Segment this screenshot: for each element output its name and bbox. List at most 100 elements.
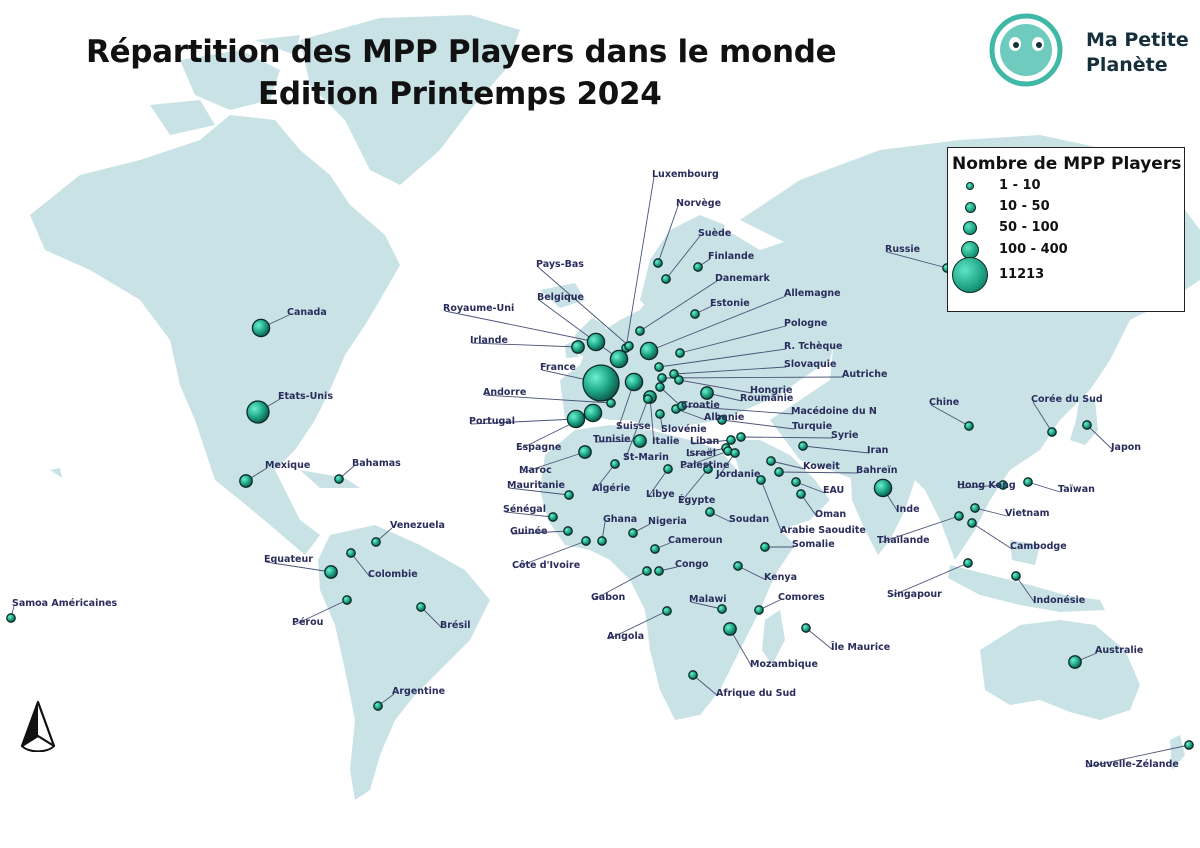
marker-perou <box>342 595 352 605</box>
marker-allemagne <box>639 341 659 361</box>
north-america-shape <box>30 115 400 555</box>
marker-finlande <box>693 262 703 272</box>
marker-egypte <box>703 464 713 474</box>
marker-coree-du-sud <box>1047 427 1057 437</box>
leader-line-bresil <box>420 606 443 629</box>
country-label-russie: Russie <box>885 244 920 255</box>
marker-samoa-americaines <box>6 613 16 623</box>
marker-comores <box>754 605 764 615</box>
leader-line-st-marin <box>624 398 649 461</box>
marker-canada <box>251 318 271 338</box>
legend-label: 100 - 400 <box>999 242 1068 257</box>
leader-line-royaume-uni <box>444 310 597 343</box>
leader-line-vietnam <box>974 507 1008 517</box>
marker-r-tcheque <box>654 362 664 372</box>
leader-line-italie <box>649 396 655 445</box>
country-label-iran: Iran <box>867 445 889 456</box>
marker-congo <box>654 566 664 576</box>
leader-line-japon <box>1086 424 1114 451</box>
country-label-equateur: Equateur <box>264 554 313 565</box>
leader-line-syrie <box>740 436 834 439</box>
country-label-taiwan: Taïwan <box>1058 484 1095 495</box>
country-label-congo: Congo <box>675 559 709 570</box>
indonesia-shape <box>948 540 1105 612</box>
marker-france <box>582 364 620 402</box>
marker-jordanie <box>730 448 740 458</box>
marker-iran <box>798 441 808 451</box>
legend-label: 10 - 50 <box>999 199 1050 214</box>
country-label-israel: Israël <box>686 448 716 459</box>
country-label-r-tcheque: R. Tchèque <box>784 341 842 352</box>
marker-kenya <box>733 561 743 571</box>
country-label-danemark: Danemark <box>715 273 770 284</box>
country-label-oman: Oman <box>815 509 846 520</box>
marker-equateur <box>324 565 338 579</box>
country-label-thailande: Thaïlande <box>877 535 930 546</box>
country-label-liban: Liban <box>690 436 720 447</box>
leader-line-albanie <box>675 408 707 421</box>
marker-portugal <box>566 409 586 429</box>
leader-line-maroc <box>520 451 586 474</box>
marker-taiwan <box>1023 477 1033 487</box>
country-label-pays-bas: Pays-Bas <box>536 259 584 270</box>
legend: Nombre de MPP Players 1 - 10 10 - 50 50 - … <box>947 147 1185 312</box>
marker-ghana <box>597 536 607 546</box>
madagascar-shape <box>762 610 785 665</box>
country-label-indonesie: Indonésie <box>1033 595 1085 606</box>
legend-marker <box>963 221 977 235</box>
country-label-algerie: Algérie <box>592 483 630 494</box>
leader-line-iran <box>802 445 870 454</box>
leader-line-russie <box>886 251 948 269</box>
country-label-macedoine-du-n: Macédoine du N <box>791 406 877 417</box>
marker-maroc <box>578 445 592 459</box>
country-label-kenya: Kenya <box>764 572 797 583</box>
arctic-islands-shape <box>150 35 300 135</box>
country-label-bahamas: Bahamas <box>352 458 401 469</box>
country-label-irlande: Irlande <box>470 335 508 346</box>
leader-line-hongrie <box>678 379 753 394</box>
country-label-ile-maurice: Île Maurice <box>831 641 890 653</box>
legend-item: 11213 <box>948 257 1184 293</box>
country-label-japon: Japon <box>1110 442 1141 453</box>
marker-chine <box>964 421 974 431</box>
leader-line-algerie <box>593 463 616 492</box>
country-label-samoa-americaines: Samoa Américaines <box>12 598 118 609</box>
country-label-egypte: Égypte <box>678 494 715 506</box>
leader-line-perou <box>293 599 348 626</box>
country-label-angola: Angola <box>607 631 644 642</box>
country-label-australie: Australie <box>1095 645 1143 656</box>
country-label-senegal: Sénégal <box>503 504 546 515</box>
leader-line-koweit <box>770 460 806 470</box>
country-label-vietnam: Vietnam <box>1005 508 1050 519</box>
country-label-tunisie: Tunisie <box>593 434 631 445</box>
logo-wordmark: Ma Petite Planète <box>1086 28 1189 78</box>
marker-algerie <box>610 459 620 469</box>
marker-mexique <box>239 474 253 488</box>
country-markers-layer: Canada Etats-Unis Mexique Bahamas Venezuela C… <box>6 169 1194 770</box>
marker-eau <box>791 477 801 487</box>
leader-line-singapour <box>888 562 969 598</box>
country-label-guinee: Guinée <box>510 526 547 537</box>
leader-line-coree-du-sud <box>1032 401 1053 433</box>
marker-venezuela <box>371 537 381 547</box>
leader-line-allemagne <box>648 295 787 352</box>
leader-line-palestine <box>681 450 729 469</box>
marker-senegal <box>548 512 558 522</box>
marker-koweit <box>766 456 776 466</box>
marker-bresil <box>416 602 426 612</box>
leader-line-liban <box>691 439 732 445</box>
country-label-mexique: Mexique <box>265 460 310 471</box>
country-label-italie: Italie <box>652 436 679 447</box>
logo-line-1: Ma Petite <box>1086 29 1189 51</box>
country-label-st-marin: St-Marin <box>623 452 669 463</box>
marker-soudan <box>705 507 715 517</box>
country-label-luxembourg: Luxembourg <box>652 169 719 180</box>
marker-libye <box>663 464 673 474</box>
leader-line-taiwan <box>1027 481 1061 493</box>
continents <box>30 15 1200 800</box>
marker-syrie <box>736 432 746 442</box>
leader-line-bahrein <box>778 471 859 474</box>
country-label-suisse: Suisse <box>616 421 651 432</box>
marker-hong-kong <box>998 480 1008 490</box>
